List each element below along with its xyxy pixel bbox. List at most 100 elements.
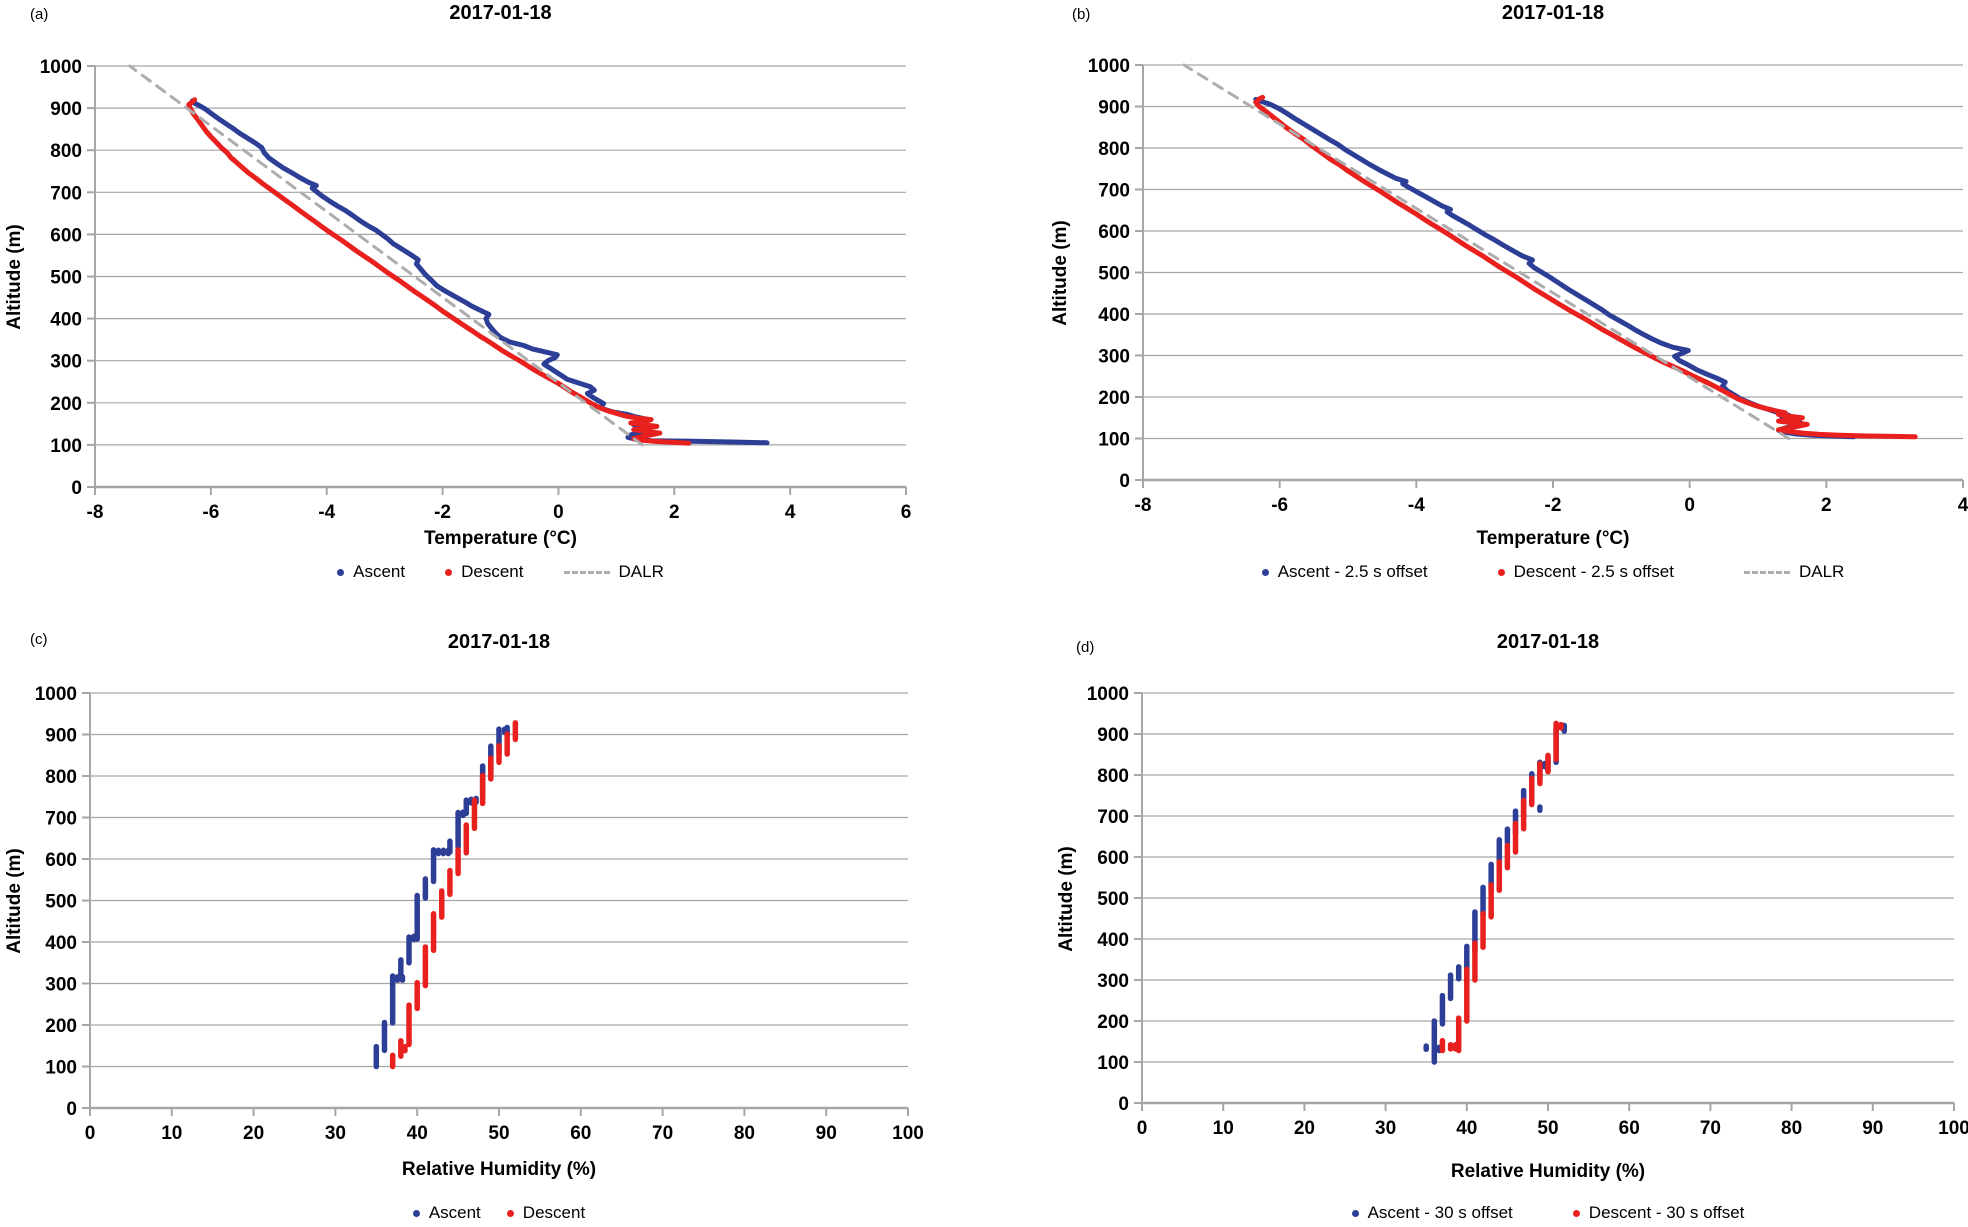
y-tick-label: 200 [1097, 1012, 1129, 1033]
series-descent [389, 720, 519, 1070]
x-tick-label: 0 [1684, 495, 1695, 516]
dalr-line-icon [563, 570, 610, 574]
legend-d: Ascent - 30 s offset Descent - 30 s offs… [1142, 1203, 1954, 1223]
series-ascent-2-5-s-offset [1253, 96, 1857, 440]
x-tick-label: -8 [1135, 495, 1152, 516]
panel-label-d: (d) [1076, 639, 1095, 656]
y-tick-label: 900 [50, 99, 82, 120]
legend-label-descent: Descent [522, 1203, 586, 1222]
ascent-marker-icon [1261, 568, 1269, 576]
legend-item-dalr: DALR [563, 562, 664, 582]
panel-label-b: (b) [1072, 6, 1091, 23]
legend-b: Ascent - 2.5 s offset Descent - 2.5 s of… [1143, 562, 1963, 582]
y-tick-label: 1000 [1087, 684, 1129, 705]
x-axis-title-c: Relative Humidity (%) [401, 1159, 597, 1180]
series-dalr [128, 64, 644, 447]
ascent-marker-icon [1351, 1209, 1359, 1217]
y-tick-label: 1000 [35, 684, 77, 705]
chart-title-c: 2017-01-18 [447, 631, 551, 653]
series-ascent [189, 98, 770, 446]
x-tick-label: 100 [1938, 1118, 1968, 1139]
y-tick-label: 0 [1118, 1094, 1129, 1115]
x-tick-label: 4 [1958, 495, 1968, 516]
x-tick-label: 70 [1700, 1118, 1721, 1139]
legend-item-dalr: DALR [1743, 562, 1844, 582]
y-tick-label: 100 [50, 436, 82, 457]
y-tick-label: 200 [1098, 388, 1130, 409]
legend-label-descent: Descent [461, 562, 524, 581]
y-tick-label: 300 [1097, 971, 1129, 992]
legend-item-descent: Descent [506, 1203, 586, 1223]
y-tick-label: 100 [1097, 1053, 1129, 1074]
x-tick-label: 90 [816, 1123, 837, 1144]
ascent-marker-icon [412, 1209, 420, 1217]
y-tick-label: 0 [1119, 471, 1130, 492]
y-tick-label: 600 [50, 225, 82, 246]
x-axis-title-b: Temperature (°C) [1476, 528, 1630, 549]
panel-d: (d) 2017-01-18 Altitude (m) 0 10 20 30 40 50 6… [984, 613, 1968, 1227]
y-tick-label: 300 [1098, 347, 1130, 368]
x-tick-label: 20 [243, 1123, 264, 1144]
x-tick-label: 20 [1294, 1118, 1315, 1139]
descent-marker-icon [1497, 568, 1505, 576]
legend-c: Ascent Descent [90, 1203, 908, 1223]
series-descent-2-5-s-offset [1253, 94, 1918, 440]
y-tick-label: 1000 [40, 57, 82, 78]
x-tick-label: 80 [1781, 1118, 1802, 1139]
x-tick-label: 50 [1537, 1118, 1558, 1139]
descent-marker-icon [506, 1209, 514, 1217]
y-tick-label: 100 [45, 1058, 77, 1079]
y-tick-label: 1000 [1088, 56, 1130, 77]
y-tick-label: 800 [50, 141, 82, 162]
y-tick-label: 900 [1098, 98, 1130, 119]
legend-item-ascent: Ascent [412, 1203, 481, 1223]
plot-area-d: 0 10 20 30 40 50 60 70 80 90 100010020030040050060… [1087, 684, 1968, 1139]
series-dalr [1182, 63, 1791, 440]
legend-label-ascent-offset: Ascent - 2.5 s offset [1277, 562, 1428, 581]
y-tick-label: 300 [50, 352, 82, 373]
panel-b: (b) 2017-01-18 Altitude (m) -8 -6 -4 -2 0 2 4 0… [984, 0, 1968, 614]
legend-label-descent-offset: Descent - 2.5 s offset [1513, 562, 1674, 581]
legend-item-ascent: Ascent [337, 562, 405, 582]
plot-area-c: 0 10 20 30 40 50 60 70 80 90 100010020030040050060… [35, 684, 924, 1144]
series-descent-30-s-offset [1439, 720, 1564, 1054]
x-tick-label: 90 [1862, 1118, 1883, 1139]
legend-item-descent-offset: Descent - 2.5 s offset [1497, 562, 1674, 582]
legend-item-descent: Descent [445, 562, 524, 582]
y-tick-label: 600 [45, 850, 77, 871]
panel-label-a: (a) [30, 6, 49, 23]
panel-a: (a) 2017-01-18 Altitude (m) -8 -6 -4 -2 0 2 4 6… [0, 0, 984, 614]
y-tick-label: 700 [1098, 181, 1130, 202]
x-tick-label: 30 [1375, 1118, 1396, 1139]
x-tick-label: 4 [785, 502, 796, 523]
descent-marker-icon [1572, 1209, 1580, 1217]
x-tick-label: -6 [202, 502, 219, 523]
y-tick-label: 200 [45, 1016, 77, 1037]
y-tick-label: 600 [1097, 848, 1129, 869]
x-tick-label: 50 [488, 1123, 509, 1144]
y-tick-label: 400 [50, 310, 82, 331]
legend-item-ascent-offset: Ascent - 30 s offset [1351, 1203, 1513, 1223]
y-tick-label: 400 [1098, 305, 1130, 326]
x-tick-label: 10 [161, 1123, 182, 1144]
y-tick-label: 300 [45, 975, 77, 996]
panel-label-c: (c) [30, 631, 48, 648]
y-tick-label: 500 [1097, 889, 1129, 910]
y-tick-label: 800 [45, 767, 77, 788]
y-tick-label: 500 [45, 892, 77, 913]
series-ascent-30-s-offset [1423, 722, 1567, 1065]
y-tick-label: 0 [66, 1099, 77, 1120]
chart-title-b: 2017-01-18 [1501, 2, 1605, 24]
series-descent [186, 97, 692, 446]
x-tick-label: 2 [1821, 495, 1832, 516]
y-tick-label: 500 [50, 268, 82, 289]
ascent-marker-icon [337, 568, 345, 576]
y-tick-label: 800 [1097, 766, 1129, 787]
dalr-line-icon [1743, 570, 1790, 574]
plot-area-b: -8 -6 -4 -2 0 2 4 0 100 200 300 400 500 600 700 800 900 1… [1088, 56, 1968, 516]
chart-title-a: 2017-01-18 [449, 2, 552, 24]
x-tick-label: 0 [553, 502, 564, 523]
x-axis-title-a: Temperature (°C) [424, 528, 577, 549]
panel-c: (c) 2017-01-18 Altitude (m) 0 10 20 30 40 50 6… [0, 613, 984, 1227]
y-tick-label: 700 [50, 183, 82, 204]
